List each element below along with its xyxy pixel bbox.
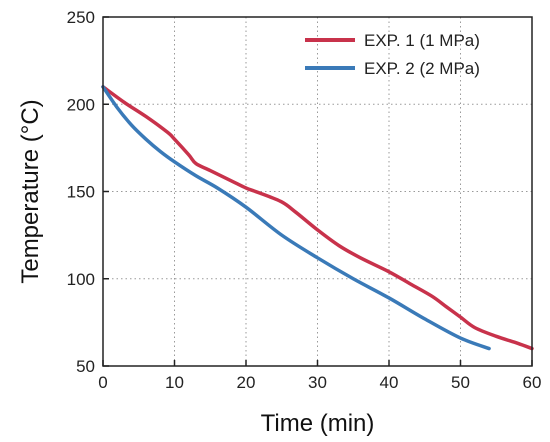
x-tick-label: 40: [380, 373, 399, 392]
legend-label-2: EXP. 2 (2 MPa): [364, 59, 480, 78]
legend-label-1: EXP. 1 (1 MPa): [364, 31, 480, 50]
x-tick-label: 20: [237, 373, 256, 392]
y-tick-label: 200: [67, 95, 95, 114]
axis-ticks: 0 10 20 30 40 50 60 50 100 150 200 250: [67, 8, 542, 392]
legend: EXP. 1 (1 MPa) EXP. 2 (2 MPa): [305, 31, 480, 78]
y-axis-title: Temperature (°C): [17, 99, 44, 283]
y-tick-label: 100: [67, 270, 95, 289]
y-tick-label: 50: [76, 357, 95, 376]
x-axis-title: Time (min): [261, 410, 375, 437]
series-line-2: [101, 85, 491, 351]
y-tick-label: 250: [67, 8, 95, 27]
x-tick-label: 0: [98, 373, 107, 392]
y-tick-label: 150: [67, 183, 95, 202]
series-line-1: [101, 85, 534, 351]
x-tick-label: 10: [165, 373, 184, 392]
x-tick-label: 30: [308, 373, 327, 392]
x-tick-label: 60: [523, 373, 542, 392]
series-group: [101, 85, 534, 351]
x-tick-label: 50: [451, 373, 470, 392]
